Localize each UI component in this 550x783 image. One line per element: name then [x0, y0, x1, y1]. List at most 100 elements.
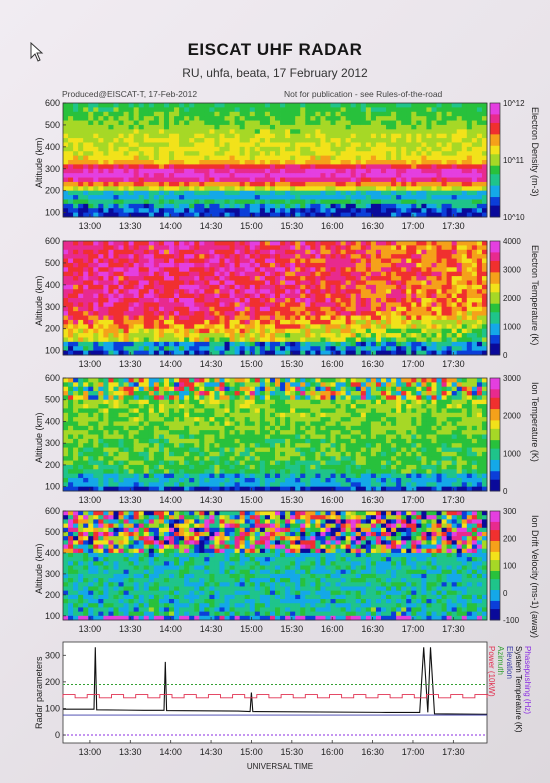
density-cell [179, 212, 185, 218]
electron-temp-cell [411, 276, 417, 281]
electron-temp-cell [411, 293, 417, 299]
density-cell [391, 177, 397, 183]
density-cell [93, 116, 99, 121]
density-cell [133, 186, 140, 192]
density-cell [264, 124, 271, 130]
density-cell [163, 111, 170, 117]
electron-temp-cell [184, 302, 190, 308]
ion-temp-cell [73, 386, 79, 392]
density-cell [209, 138, 215, 143]
density-cell [355, 164, 362, 170]
density-cell [421, 129, 427, 135]
density-cell [401, 164, 407, 170]
density-cell [446, 107, 453, 113]
density-cell [335, 208, 342, 214]
density-cell [103, 190, 109, 196]
electron-temp-cell [411, 315, 417, 321]
electron-temp-cell [340, 333, 347, 338]
ion-temp-cell [118, 451, 124, 457]
electron-temp-cell [446, 341, 453, 347]
density-cell [73, 107, 79, 113]
density-cell [234, 142, 241, 148]
electron-temp-cell [259, 302, 266, 308]
electron-temp-cell [254, 241, 261, 246]
density-cell [123, 116, 130, 121]
density-cell [355, 103, 362, 108]
ion-temp-cell [93, 382, 99, 388]
electron-temp-cell [396, 311, 402, 316]
density-cell [138, 120, 145, 126]
density-cell [153, 129, 160, 135]
electron-temp-cell [355, 337, 362, 343]
electron-temp-cell [381, 337, 387, 343]
electron-temp-cell [426, 249, 432, 255]
density-cell [249, 138, 256, 143]
ion-temp-cell [78, 443, 84, 448]
electron-temp-cell [320, 276, 326, 281]
density-cell [290, 177, 296, 183]
electron-temp-cell [234, 249, 241, 255]
density-cell [194, 195, 200, 200]
density-cell [169, 155, 175, 161]
density-cell [204, 177, 210, 183]
electron-temp-cell [204, 302, 210, 308]
density-cell [88, 164, 94, 170]
density-cell [158, 133, 165, 139]
electron-temp-cell [350, 311, 357, 316]
electron-temp-cell [244, 341, 251, 347]
electron-temp-cell [73, 328, 79, 334]
density-cell [128, 133, 135, 139]
density-cell [476, 195, 483, 200]
density-cell [295, 212, 301, 218]
density-cell [290, 203, 296, 209]
density-cell [163, 124, 170, 130]
electron-temp-cell [93, 276, 99, 281]
density-cell [370, 186, 377, 192]
density-cell [345, 203, 352, 209]
electron-temp-cell [174, 262, 180, 268]
density-cell [436, 151, 442, 157]
electron-temp-cell [78, 271, 84, 277]
density-cell [421, 164, 427, 170]
electron-temp-cell [315, 337, 321, 343]
ion-temp-cell [123, 469, 130, 475]
density-cell [269, 173, 276, 178]
ion-temp-cell [133, 464, 140, 470]
electron-temp-cell [436, 350, 442, 356]
density-cell [305, 107, 311, 113]
electron-temp-cell [370, 333, 377, 338]
density-cell [320, 181, 326, 187]
ion-temp-cell [93, 430, 99, 435]
density-cell [143, 164, 150, 170]
electron-temp-cell [355, 271, 362, 277]
density-cell [411, 124, 417, 130]
electron-temp-cell [451, 276, 458, 281]
density-cell [174, 111, 180, 117]
density-cell [138, 138, 145, 143]
density-cell [396, 107, 402, 113]
density-cell [83, 111, 89, 117]
ion-temp-cell [63, 447, 69, 453]
ion-temp-cell [128, 430, 135, 435]
electron-temp-cell [441, 333, 448, 338]
density-cell [466, 164, 473, 170]
electron-temp-cell [285, 254, 291, 259]
density-cell [446, 160, 453, 165]
electron-temp-cell [446, 337, 453, 343]
ion-temp-cell [133, 408, 140, 414]
electron-temp-cell [350, 293, 357, 299]
electron-temp-cell [340, 337, 347, 343]
density-cell [138, 173, 145, 178]
electron-temp-cell [204, 319, 210, 325]
density-cell [224, 146, 230, 152]
electron-temp-colorbar-segment [490, 241, 500, 245]
density-cell [421, 160, 427, 165]
density-cell [209, 160, 215, 165]
electron-temp-cell [224, 293, 230, 299]
density-cell [264, 212, 271, 218]
electron-temp-cell [426, 328, 432, 334]
density-cell [98, 177, 104, 183]
electron-temp-cell [401, 319, 407, 325]
electron-temp-cell [305, 298, 311, 303]
